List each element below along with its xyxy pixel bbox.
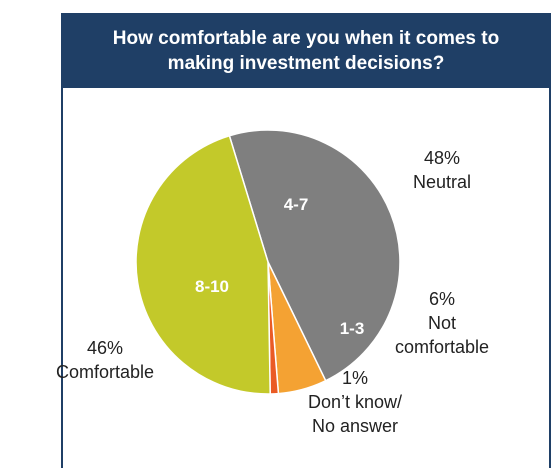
pie-outer-labels: 48% Neutral 6% Not comfortable 1% Don’t know/N… — [56, 148, 489, 436]
slice-inner-label: 4-7 — [284, 195, 309, 214]
slice-percent-label: 48% — [424, 148, 460, 168]
slice-outer-label: 46% Comfortable — [56, 338, 154, 382]
slice-percent-label: 46% — [87, 338, 123, 358]
slice-percent-label: 6% — [429, 289, 455, 309]
pie-slice — [228, 129, 401, 382]
slice-name-label: No answer — [312, 416, 398, 436]
chart-title: How comfortable are you when it comes to… — [112, 27, 500, 74]
chart-header: How comfortable are you when it comes to… — [63, 13, 549, 88]
pie-slices — [135, 129, 401, 395]
slice-name-label: Neutral — [413, 172, 471, 192]
slice-outer-label: 6% Not comfortable — [395, 289, 489, 357]
slice-name-label: Not — [428, 313, 456, 333]
slice-outer-label: 48% Neutral — [413, 148, 471, 192]
slice-percent-label: 1% — [342, 368, 368, 388]
slice-inner-label: 1-3 — [340, 319, 365, 338]
pie-slice — [135, 134, 271, 395]
slice-name-label: Comfortable — [56, 362, 154, 382]
slice-inner-label: 8-10 — [195, 277, 229, 296]
pie-inner-labels: 4-7 1-3 8-10 — [195, 195, 364, 338]
slice-name-label: Don’t know/ — [308, 392, 402, 412]
slice-outer-label: 1% Don’t know/No answer — [308, 368, 402, 436]
slice-name-label: comfortable — [395, 337, 489, 357]
